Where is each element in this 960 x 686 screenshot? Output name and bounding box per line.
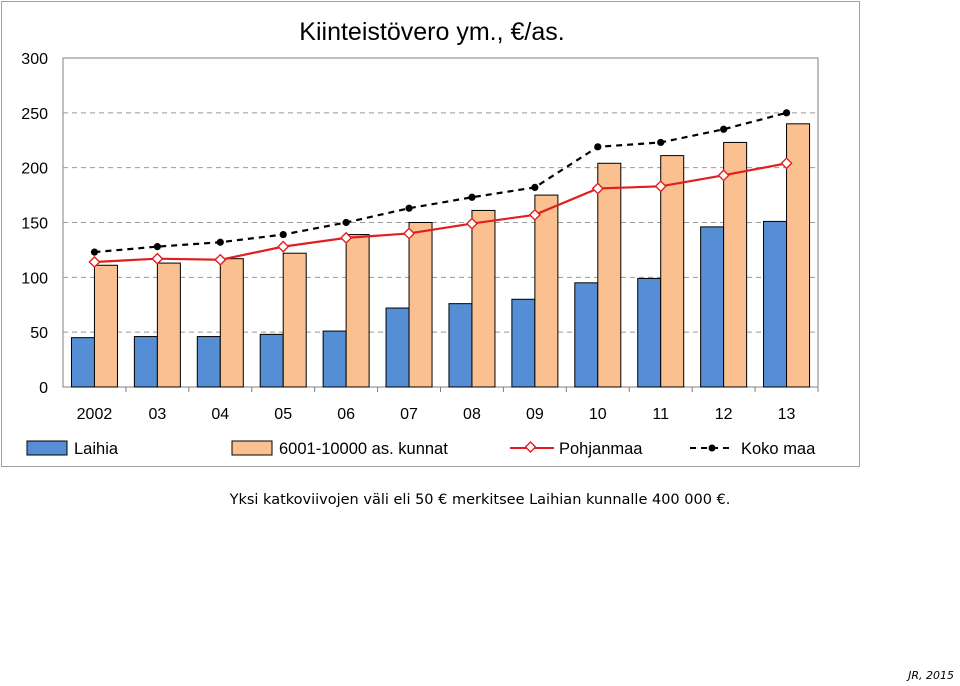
y-tick-label: 200 (21, 161, 48, 178)
point-koko-maa-11 (782, 109, 791, 117)
y-tick-label: 300 (21, 51, 48, 68)
point-pohjanmaa-2 (214, 253, 227, 266)
point-koko-maa-8 (594, 143, 602, 151)
bar-6001-10000-as-kunnat-11 (786, 123, 811, 388)
x-tick-label: 07 (400, 406, 418, 423)
bar-6001-10000-as-kunnat-9 (660, 155, 685, 388)
point-pohjanmaa-4 (340, 231, 353, 244)
y-tick-label: 150 (21, 216, 48, 233)
point-pohjanmaa-8 (591, 182, 604, 195)
point-pohjanmaa-0 (88, 255, 101, 269)
bar-laihia-11 (763, 220, 788, 388)
point-pohjanmaa-11 (780, 157, 793, 170)
bar-laihia-3 (259, 333, 284, 388)
line-koko-maa (94, 111, 787, 254)
point-pohjanmaa-6 (465, 217, 479, 230)
bar-laihia-6 (448, 303, 473, 388)
legend-marker-kokomaa (708, 444, 716, 452)
x-tick-label: 08 (463, 406, 481, 423)
bar-laihia-8 (574, 282, 599, 388)
legend-label-kunnat: 6001-10000 as. kunnat (279, 440, 448, 458)
point-pohjanmaa-5 (402, 227, 416, 240)
author-credit: JR, 2015 (908, 669, 954, 682)
x-axis: 2002 03 04 05 06 07 08 09 10 11 12 13 (77, 387, 819, 423)
x-tick-label: 10 (589, 406, 607, 423)
bar-laihia-9 (637, 277, 662, 388)
point-koko-maa-6 (468, 193, 476, 201)
bar-laihia-2 (196, 336, 221, 388)
legend-swatch-laihia (26, 440, 68, 456)
bar-6001-10000-as-kunnat-0 (93, 264, 118, 388)
point-koko-maa-2 (216, 238, 224, 246)
legend-label-kokomaa: Koko maa (741, 440, 816, 458)
bar-laihia-7 (511, 298, 536, 388)
x-tick-label: 06 (337, 406, 355, 423)
bar-6001-10000-as-kunnat-10 (723, 141, 748, 388)
point-koko-maa-5 (405, 204, 413, 212)
bars (70, 123, 811, 388)
point-pohjanmaa-9 (654, 180, 667, 193)
point-koko-maa-9 (657, 138, 665, 147)
y-tick-label: 250 (21, 106, 48, 123)
x-tick-label: 09 (526, 406, 544, 423)
point-koko-maa-10 (720, 125, 728, 133)
x-tick-label: 2002 (77, 406, 113, 423)
y-tick-label: 50 (30, 325, 48, 342)
bar-6001-10000-as-kunnat-6 (471, 209, 496, 388)
y-axis: 0 50 100 150 200 250 300 (21, 51, 48, 397)
bar-6001-10000-as-kunnat-3 (282, 252, 307, 388)
legend-swatch-kunnat (231, 440, 273, 456)
x-tick-label: 13 (778, 406, 796, 423)
y-tick-label: 100 (21, 270, 48, 287)
y-tick-label: 0 (39, 380, 48, 397)
point-pohjanmaa-1 (151, 252, 164, 265)
bar-6001-10000-as-kunnat-2 (219, 258, 244, 388)
point-pohjanmaa-7 (528, 208, 541, 221)
point-pohjanmaa-3 (277, 240, 290, 253)
bar-6001-10000-as-kunnat-8 (597, 162, 622, 388)
bar-laihia-0 (70, 337, 95, 388)
legend-label-laihia: Laihia (74, 440, 119, 458)
bar-laihia-10 (700, 226, 725, 388)
series-lines (88, 109, 793, 269)
chart-title: Kiinteistövero ym., €/as. (299, 18, 564, 46)
x-tick-label: 11 (652, 406, 669, 423)
x-tick-label: 03 (148, 406, 166, 423)
x-tick-label: 05 (274, 406, 292, 423)
x-tick-label: 12 (715, 406, 733, 423)
plot-area (62, 57, 819, 388)
bar-6001-10000-as-kunnat-7 (534, 194, 559, 388)
point-koko-maa-1 (153, 243, 161, 251)
legend-label-pohjanmaa: Pohjanmaa (559, 440, 643, 458)
bar-laihia-4 (322, 330, 347, 388)
legend-marker-pohjanmaa (524, 441, 537, 453)
bar-laihia-1 (133, 336, 158, 388)
legend: Laihia 6001-10000 as. kunnat Pohjanmaa K… (26, 440, 816, 458)
bar-laihia-5 (385, 307, 410, 388)
point-koko-maa-3 (279, 230, 287, 239)
bar-6001-10000-as-kunnat-4 (345, 234, 370, 388)
chart: 0 50 100 150 200 250 300 2002 03 04 05 06 07 08 09 10 1… (1, 1, 860, 467)
bar-6001-10000-as-kunnat-5 (408, 222, 433, 388)
x-tick-label: 04 (211, 406, 229, 423)
footnote: Yksi katkoviivojen väli eli 50 € merkits… (229, 492, 731, 508)
point-pohjanmaa-10 (717, 169, 730, 182)
point-koko-maa-7 (531, 183, 539, 192)
point-koko-maa-0 (90, 248, 99, 256)
chart-frame: 0 50 100 150 200 250 300 2002 03 04 05 06 07 08 09 10 1… (1, 1, 860, 467)
point-koko-maa-4 (342, 218, 350, 227)
line-pohjanmaa (94, 162, 787, 264)
bar-6001-10000-as-kunnat-1 (156, 262, 181, 388)
